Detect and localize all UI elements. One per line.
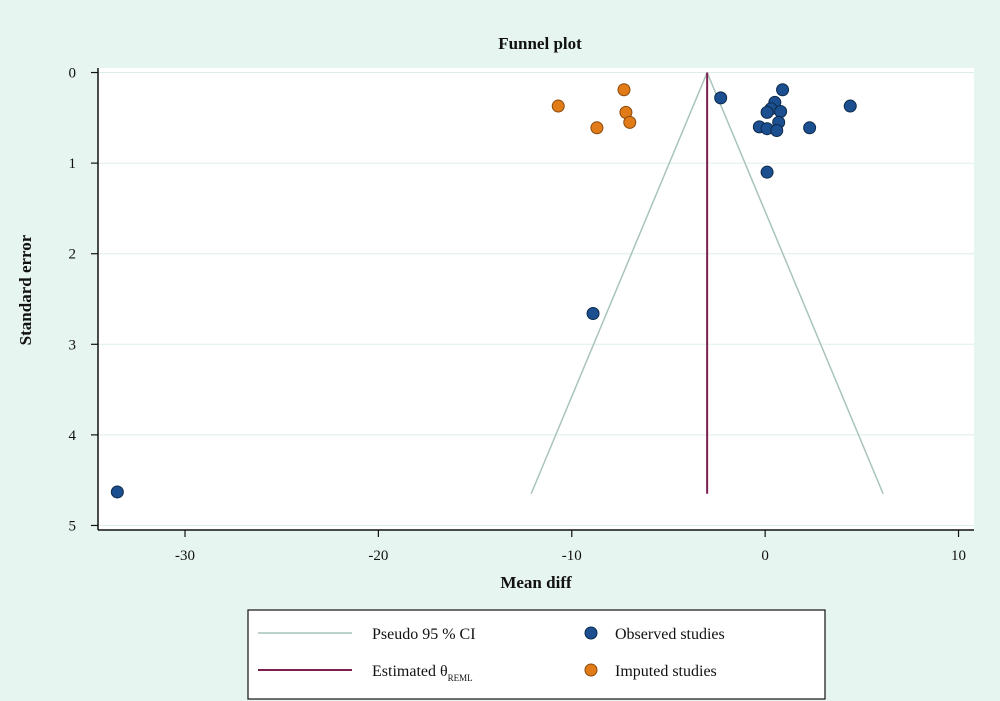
observed-study-point-10: [770, 124, 784, 138]
pseudo-ci-left-line: [530, 72, 708, 495]
plot-area: [98, 68, 974, 530]
y-tick-label-5: 5: [69, 518, 77, 534]
legend: Pseudo 95 % CI Estimated θREML Observed …: [247, 609, 826, 700]
x-tick-label-4: 10: [951, 548, 966, 564]
observed-study-point-5: [760, 105, 774, 119]
grid-lines: [98, 72, 974, 526]
observed-study-point-0: [776, 83, 790, 97]
data-points: [110, 83, 857, 499]
imputed-study-point-0: [617, 83, 631, 97]
observed-study-point-14: [110, 485, 124, 499]
y-tick-label-3: 3: [69, 337, 77, 353]
observed-study-point-11: [803, 121, 817, 135]
legend-estimate-subscript: REML: [448, 673, 473, 683]
imputed-study-point-4: [590, 121, 604, 135]
imputed-study-point-3: [623, 115, 637, 129]
observed-study-point-13: [586, 306, 600, 320]
observed-study-point-6: [774, 104, 788, 118]
pseudo-ci-right-line: [706, 72, 884, 495]
observed-study-point-1: [714, 91, 728, 105]
observed-study-point-3: [843, 99, 857, 113]
x-axis-label: Mean diff: [500, 573, 572, 592]
y-axis-label: Standard error: [16, 234, 35, 345]
y-tick-label-4: 4: [69, 428, 77, 444]
legend-estimate-text: Estimated θ: [372, 663, 448, 680]
pseudo-ci-lines: [530, 72, 884, 495]
observed-study-point-12: [760, 165, 774, 179]
x-tick-label-1: -20: [368, 548, 388, 564]
legend-imputed-marker: [584, 663, 598, 677]
y-axis-ticks: 0 1 2 3 4 5: [69, 66, 98, 534]
legend-imputed-label: Imputed studies: [615, 663, 717, 680]
x-tick-label-3: 0: [761, 548, 769, 564]
legend-observed-label: Observed studies: [615, 626, 725, 643]
legend-estimate-label: Estimated θREML: [372, 663, 473, 683]
chart-title: Funnel plot: [498, 34, 582, 53]
legend-observed-marker: [584, 626, 598, 640]
y-tick-label-1: 1: [69, 156, 77, 172]
legend-box: [247, 609, 826, 700]
y-tick-label-2: 2: [69, 247, 77, 263]
legend-ci-label: Pseudo 95 % CI: [372, 626, 476, 643]
y-tick-label-0: 0: [69, 66, 77, 82]
x-tick-label-2: -10: [562, 548, 582, 564]
x-axis-ticks: -30 -20 -10 0 10: [175, 530, 966, 564]
x-tick-label-0: -30: [175, 548, 195, 564]
imputed-study-point-1: [551, 99, 565, 113]
